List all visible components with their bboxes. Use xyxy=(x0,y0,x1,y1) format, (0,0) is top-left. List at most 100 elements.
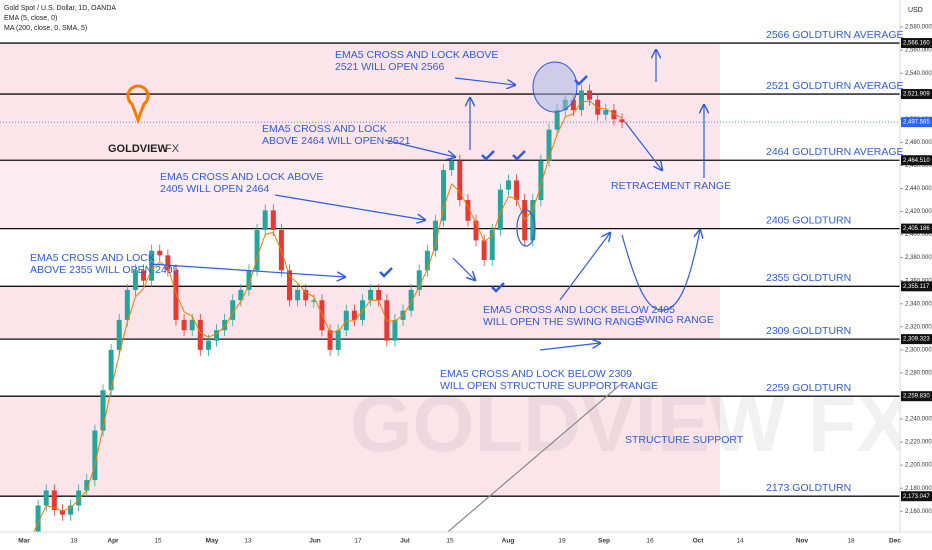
candle xyxy=(351,310,357,320)
candle xyxy=(546,129,552,161)
candle xyxy=(424,250,430,271)
candle xyxy=(84,480,90,491)
candle xyxy=(230,300,236,320)
x-tick-label: Apr xyxy=(107,538,119,545)
candle xyxy=(343,310,349,331)
x-tick-label: May xyxy=(206,538,219,545)
arrow xyxy=(559,233,610,301)
candle xyxy=(578,90,584,111)
arrow xyxy=(149,263,345,277)
candle xyxy=(489,229,495,260)
candle xyxy=(35,505,41,532)
price-tag-label: 2,521.909 xyxy=(903,92,930,98)
price-tag-label: 2,566.160 xyxy=(903,41,930,47)
price-tag xyxy=(901,155,932,166)
y-tick-label: 2,320.000 xyxy=(905,324,932,330)
y-tick-label: 2,240.000 xyxy=(905,417,932,423)
candle xyxy=(465,200,471,221)
indicator-label: EMA (5, close, 0) xyxy=(4,15,57,22)
annotation: WILL OPEN STRUCTURE SUPPORT RANGE xyxy=(440,380,658,392)
y-tick-label: 2,180.000 xyxy=(905,486,932,492)
price-tag-label: 2,355.117 xyxy=(903,284,930,290)
arrows xyxy=(149,50,704,351)
candle xyxy=(149,250,155,281)
highlight xyxy=(532,61,578,113)
level-text: 2309 GOLDTURN xyxy=(766,325,851,337)
candle xyxy=(173,270,179,320)
candle xyxy=(335,330,341,350)
level-text: 2355 GOLDTURN xyxy=(766,272,851,284)
candle xyxy=(416,270,422,290)
candle xyxy=(327,330,333,350)
y-tick-label: 2,300.000 xyxy=(905,347,932,353)
y-tick-label: 2,220.000 xyxy=(905,440,932,446)
candle xyxy=(43,490,49,506)
annotation: ABOVE 2464 WILL OPEN 2521 xyxy=(262,135,411,147)
y-tick-label: 2,440.000 xyxy=(905,186,932,192)
x-tick-label: 16 xyxy=(646,538,654,545)
candle xyxy=(408,289,414,311)
candle xyxy=(132,270,138,290)
x-tick-label: Jun xyxy=(309,538,321,545)
price-tag-label: 2,464.510 xyxy=(903,158,930,164)
price-tag-label: 2,405.186 xyxy=(903,226,930,232)
x-tick-label: Mar xyxy=(18,538,30,545)
candle xyxy=(157,250,163,256)
y-tick-label: 2,360.000 xyxy=(905,278,932,284)
logo: GOLDVIEW FX xyxy=(108,84,180,155)
candle xyxy=(124,289,130,320)
annotation: SWING RANGE xyxy=(638,314,714,326)
zone xyxy=(0,396,720,497)
logo-text: FX xyxy=(165,143,180,155)
arrow xyxy=(624,121,662,170)
annotation: RETRACEMENT RANGE xyxy=(611,180,731,192)
price-tag xyxy=(901,281,932,292)
level-text: 2566 GOLDTURN AVERAGE xyxy=(766,29,904,41)
candle xyxy=(432,220,438,251)
y-tick-label: 2,460.000 xyxy=(905,163,932,169)
candle xyxy=(270,210,276,230)
y-tick-label: 2,400.000 xyxy=(905,232,932,238)
candle xyxy=(603,110,609,115)
annotation: EMA5 CROSS AND LOCK ABOVE xyxy=(160,171,323,183)
candle xyxy=(303,289,309,301)
annotation: ABOVE 2355 WILL OPEN 2405 xyxy=(30,264,179,276)
x-tick-label: Jul xyxy=(400,538,410,545)
candle xyxy=(189,319,195,331)
candle xyxy=(497,189,503,230)
candle xyxy=(457,160,463,201)
price-tag xyxy=(901,38,932,49)
zone xyxy=(0,160,720,229)
candle xyxy=(141,270,147,281)
y-tick-label: 2,160.000 xyxy=(905,509,932,515)
candle xyxy=(530,200,536,241)
candle xyxy=(181,319,187,331)
candle xyxy=(68,505,74,515)
y-tick-label: 2,560.000 xyxy=(905,48,932,54)
annotation: EMA5 CROSS AND LOCK ABOVE xyxy=(335,49,498,61)
candle xyxy=(376,289,382,301)
price-tag xyxy=(901,391,932,402)
candle xyxy=(222,319,228,331)
candle xyxy=(262,210,268,230)
currency: USD xyxy=(908,7,923,14)
candle xyxy=(481,240,487,260)
price-tag xyxy=(901,491,932,502)
price-tag-label: 2,173.047 xyxy=(903,494,930,500)
arrow xyxy=(274,194,425,220)
candle xyxy=(505,180,511,190)
price-tag-label: 2,309.323 xyxy=(903,337,930,343)
plot xyxy=(0,42,900,532)
arrow xyxy=(621,230,700,311)
x-tick-label: Sep xyxy=(598,538,610,545)
x-tick-label: 19 xyxy=(558,538,566,545)
y-tick-label: 2,340.000 xyxy=(905,301,932,307)
price-tag xyxy=(901,334,932,345)
arrow xyxy=(384,139,455,157)
highlight xyxy=(516,209,536,247)
candle xyxy=(311,300,317,302)
price-tag xyxy=(901,89,932,100)
x-tick-label: Oct xyxy=(693,538,705,545)
candle xyxy=(108,349,114,391)
